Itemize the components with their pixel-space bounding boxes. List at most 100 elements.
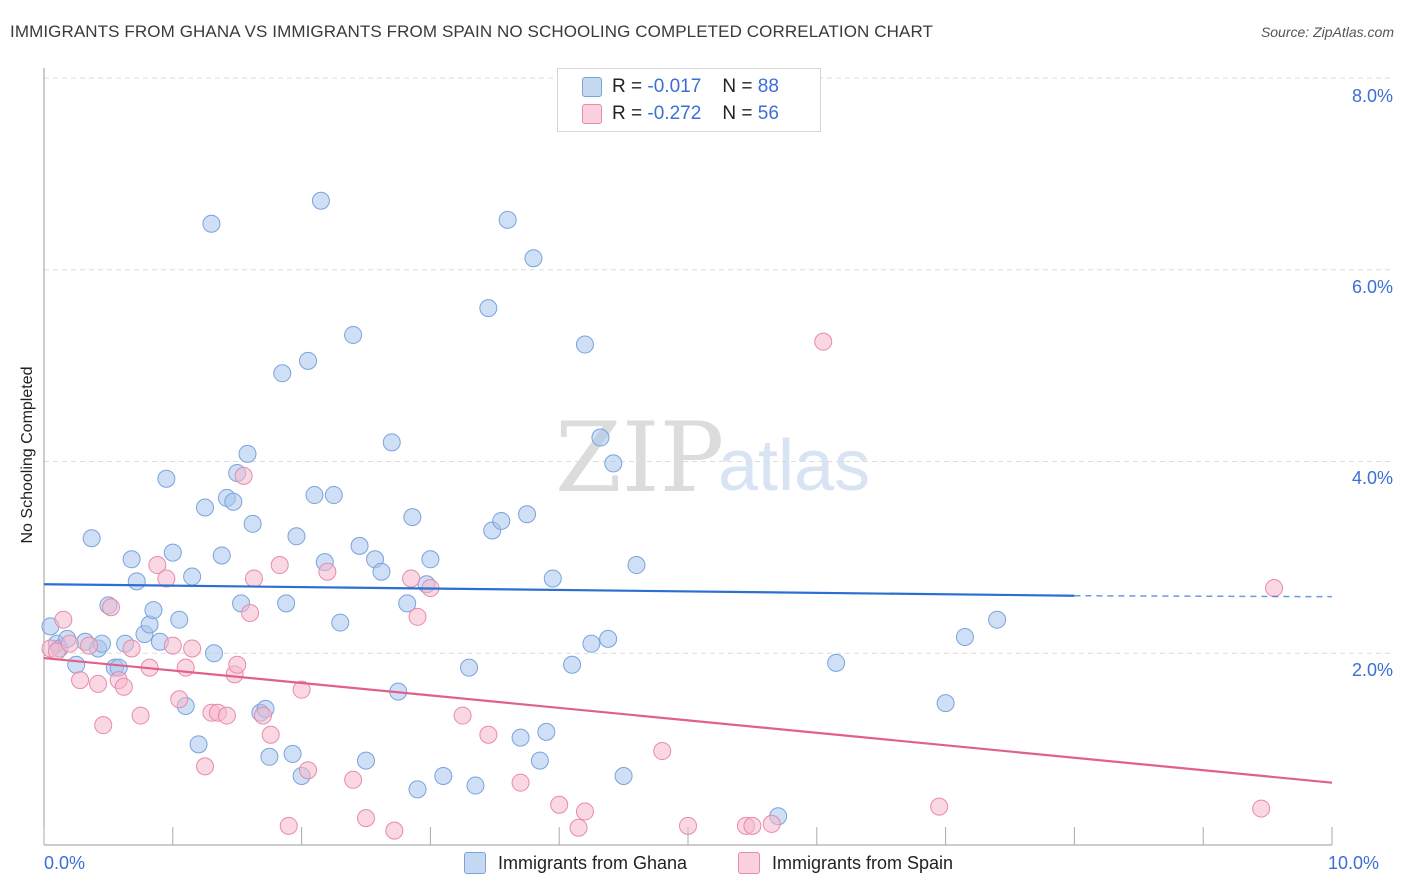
- legend-item-ghana[interactable]: Immigrants from Ghana: [464, 852, 687, 874]
- ghana-point: [224, 492, 243, 511]
- spain-point: [479, 725, 498, 744]
- spain-swatch: [582, 104, 602, 124]
- ghana-point: [398, 594, 417, 613]
- ghana-point: [324, 486, 343, 505]
- spain-point: [228, 655, 247, 674]
- ghana-point: [403, 508, 422, 527]
- spain-point: [357, 809, 375, 828]
- spain-point: [157, 569, 176, 588]
- legend-row-spain: R = -0.272 N = 56: [582, 102, 779, 126]
- ghana-point: [382, 433, 401, 452]
- spain-point: [241, 603, 260, 622]
- ghana-point: [127, 572, 146, 591]
- spain-point: [71, 671, 90, 690]
- ghana-point: [372, 562, 391, 581]
- spain-point: [814, 332, 833, 351]
- ghana-point: [189, 735, 208, 754]
- ghana-point: [582, 634, 601, 653]
- ghana-point: [183, 567, 202, 586]
- spain-point: [299, 761, 318, 780]
- spain-point: [80, 636, 99, 655]
- spain-point: [176, 658, 195, 677]
- source-label: Source: ZipAtlas.com: [1260, 24, 1394, 40]
- spain-point: [569, 818, 588, 837]
- x-tick-label-max: 10.0%: [1328, 853, 1380, 873]
- ghana-point: [260, 747, 279, 766]
- ghana-point: [530, 751, 549, 770]
- ghana-r-value: -0.017: [647, 76, 702, 97]
- spain-point: [183, 639, 202, 658]
- ghana-point: [563, 655, 582, 674]
- legend-spain-label: Immigrants from Spain: [772, 852, 954, 873]
- ghana-point: [511, 728, 530, 747]
- ghana-point: [988, 610, 1007, 629]
- spain-point: [762, 814, 781, 833]
- spain-point: [550, 795, 569, 814]
- spain-point: [402, 569, 421, 588]
- ghana-point: [955, 627, 974, 646]
- spain-point: [163, 636, 182, 655]
- chart-title: IMMIGRANTS FROM GHANA VS IMMIGRANTS FROM…: [10, 22, 933, 41]
- legend-ghana-swatch: [464, 852, 486, 874]
- legend-spain-swatch: [738, 852, 760, 874]
- ghana-point: [243, 514, 262, 533]
- spain-point: [170, 690, 189, 709]
- spain-point: [60, 634, 79, 653]
- ghana-point: [331, 613, 350, 632]
- ghana-point: [205, 644, 224, 663]
- ghana-point: [357, 751, 375, 770]
- spain-point: [318, 562, 337, 581]
- spain-point: [89, 674, 108, 693]
- ghana-point: [273, 364, 292, 383]
- ghana-point: [460, 658, 479, 677]
- ghana-point: [82, 529, 101, 548]
- ghana-point: [479, 299, 498, 318]
- ghana-point: [344, 325, 363, 344]
- ghana-point: [163, 543, 182, 562]
- ghana-point: [591, 428, 610, 447]
- ghana-trend-line: [43, 583, 1075, 597]
- spain-point: [1252, 799, 1271, 818]
- spain-point: [148, 556, 167, 575]
- spain-point: [261, 725, 280, 744]
- spain-point: [279, 816, 298, 835]
- ghana-point: [604, 454, 623, 473]
- watermark-zip: ZIP: [555, 402, 725, 514]
- correlation-legend: R = -0.017 N = 88 R = -0.272 N = 56: [557, 68, 821, 132]
- ghana-swatch: [582, 77, 602, 97]
- ghana-point: [238, 444, 257, 463]
- legend-item-spain[interactable]: Immigrants from Spain: [738, 852, 953, 874]
- ghana-point: [299, 351, 318, 370]
- r-label: R =: [612, 76, 643, 97]
- spain-point: [270, 556, 289, 575]
- ghana-point: [277, 594, 296, 613]
- ghana-point: [518, 505, 536, 524]
- series-legend: Immigrants from Ghana Immigrants from Sp…: [0, 852, 1406, 878]
- legend-ghana-label: Immigrants from Ghana: [498, 852, 688, 873]
- spain-n-value: 56: [757, 103, 779, 124]
- ghana-point: [543, 569, 562, 588]
- ghana-point: [67, 655, 86, 674]
- spain-point: [244, 569, 263, 588]
- x-tick-label-min: 0.0%: [44, 853, 86, 873]
- ghana-point: [936, 694, 955, 713]
- ghana-point: [305, 486, 324, 505]
- ghana-point: [311, 191, 330, 210]
- spain-point: [234, 466, 253, 485]
- spain-point: [679, 816, 697, 835]
- spain-point: [292, 680, 311, 699]
- y-tick-label-6: 6.0%: [1351, 277, 1393, 297]
- ghana-point: [827, 653, 846, 672]
- ghana-point: [196, 498, 214, 517]
- ghana-point: [287, 527, 306, 546]
- spain-point: [453, 706, 472, 725]
- spain-r-value: -0.272: [647, 103, 702, 124]
- spain-point: [131, 706, 150, 725]
- y-tick-label-2: 2.0%: [1351, 660, 1393, 680]
- ghana-point: [627, 556, 646, 575]
- watermark-atlas: atlas: [718, 426, 871, 506]
- ghana-point: [212, 546, 231, 565]
- ghana-point: [157, 469, 176, 488]
- ghana-point: [421, 550, 440, 569]
